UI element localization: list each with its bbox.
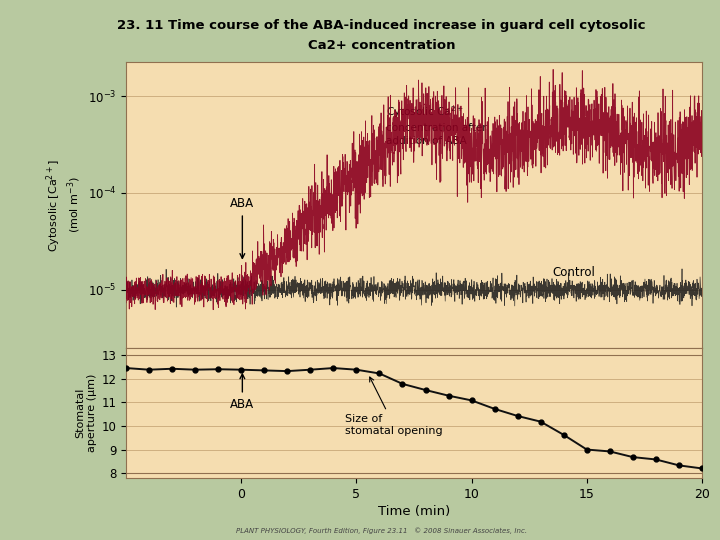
Text: Size of
stomatal opening: Size of stomatal opening	[345, 377, 443, 436]
Text: 23. 11 Time course of the ABA-induced increase in guard cell cytosolic: 23. 11 Time course of the ABA-induced in…	[117, 19, 646, 32]
Text: Cytosolic Ca$^{2+}$
concentration after
addition of ABA: Cytosolic Ca$^{2+}$ concentration after …	[387, 104, 487, 146]
Y-axis label: Stomatal
aperture (µm): Stomatal aperture (µm)	[76, 374, 97, 452]
X-axis label: Time (min): Time (min)	[378, 505, 450, 518]
Text: ABA: ABA	[230, 374, 254, 410]
Y-axis label: Cytosolic [Ca$^{2+}$]
(mol m$^{-3}$): Cytosolic [Ca$^{2+}$] (mol m$^{-3}$)	[45, 158, 84, 252]
Text: ABA: ABA	[230, 197, 254, 258]
Text: Control: Control	[552, 266, 595, 279]
Text: Ca2+ concentration: Ca2+ concentration	[308, 39, 455, 52]
Text: PLANT PHYSIOLOGY, Fourth Edition, Figure 23.11   © 2008 Sinauer Associates, Inc.: PLANT PHYSIOLOGY, Fourth Edition, Figure…	[236, 527, 527, 534]
